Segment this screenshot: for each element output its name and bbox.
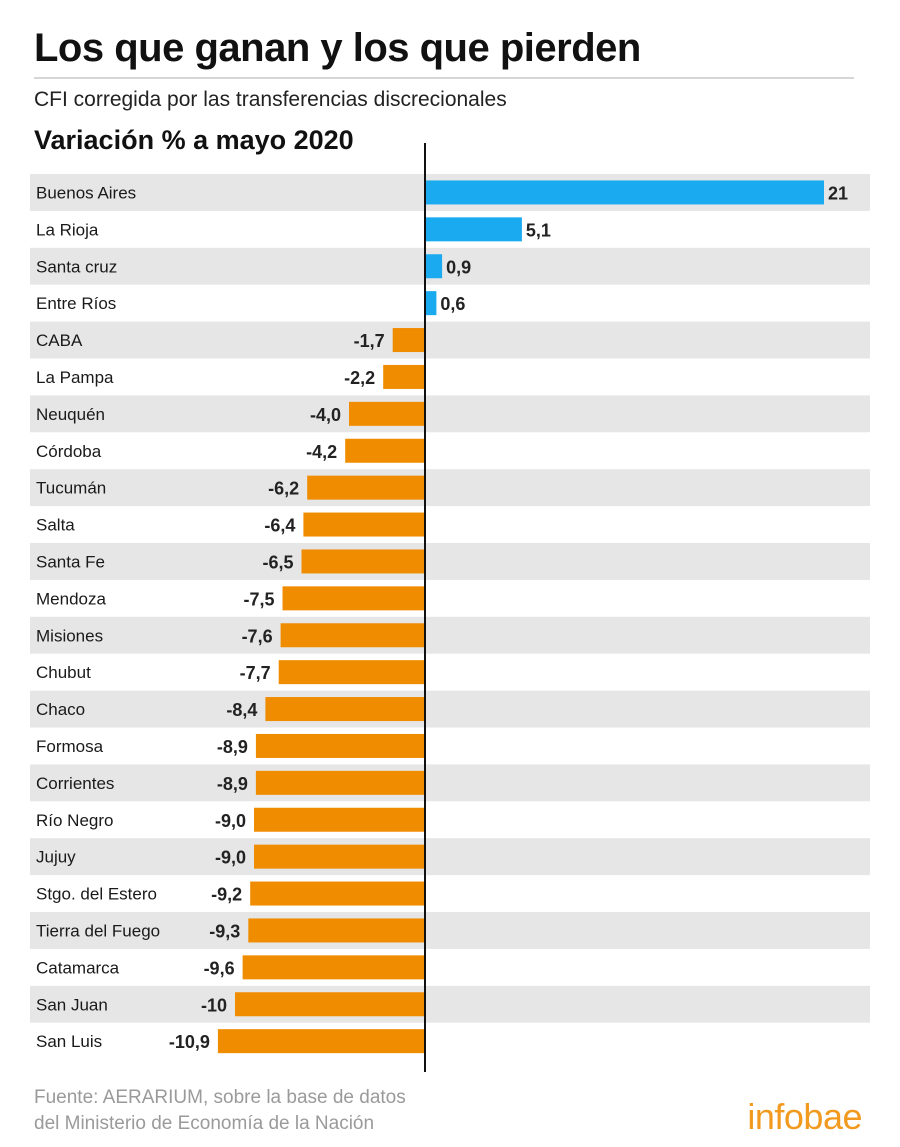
bar — [242, 955, 425, 980]
category-label: La Rioja — [36, 220, 99, 239]
row-stripe — [30, 247, 870, 285]
value-label: -7,7 — [240, 663, 271, 683]
value-label: -8,4 — [226, 700, 257, 720]
bar — [250, 881, 425, 906]
bar — [425, 291, 437, 316]
bar — [425, 180, 824, 205]
bars — [217, 180, 824, 1054]
variable-title: Variación % a mayo 2020 — [34, 125, 354, 155]
bar — [254, 807, 425, 832]
bar — [255, 770, 425, 795]
value-labels: 21 5,1 0,9 0,6 -1,7 -2,2-4,0 -4,2 -6,2 -6,4 -6,5 -… — [169, 183, 848, 1052]
category-label: Corrientes — [36, 774, 114, 793]
value-label: 0,6 — [440, 294, 465, 314]
row-stripe — [30, 690, 870, 728]
row-stripe — [30, 985, 870, 1023]
row-stripe — [30, 543, 870, 580]
value-label: -7,5 — [243, 589, 274, 609]
bar — [282, 586, 425, 611]
value-label: -10 — [201, 995, 227, 1015]
category-label: Tierra del Fuego — [36, 921, 160, 940]
category-label: La Pampa — [36, 368, 114, 387]
category-label: Jujuy — [36, 848, 76, 867]
bar — [383, 364, 425, 389]
category-labels: Buenos Aires La Rioja Santa cruz Entre Ríos… — [36, 183, 160, 1051]
value-label: -4,0 — [310, 405, 341, 425]
category-label: Chubut — [36, 663, 91, 682]
category-label: Neuquén — [36, 405, 105, 424]
bar — [392, 328, 425, 353]
value-label: -2,2 — [344, 368, 375, 388]
category-label: Santa cruz — [36, 257, 117, 276]
row-stripe — [30, 469, 870, 507]
category-label: San Juan — [36, 995, 108, 1014]
bar — [254, 844, 425, 869]
row-stripe — [30, 764, 870, 802]
chart-title: Los que ganan y los que pierden — [34, 26, 641, 70]
row-stripe — [30, 321, 870, 359]
row-stripe — [30, 616, 870, 654]
category-label: Córdoba — [36, 442, 102, 461]
bar — [255, 733, 425, 758]
chart-subtitle: CFI corregida por las transferencias dis… — [34, 88, 507, 111]
row-stripe — [30, 395, 870, 433]
bar — [280, 623, 425, 648]
category-label: Stgo. del Estero — [36, 885, 157, 904]
category-label: San Luis — [36, 1032, 102, 1051]
value-label: -7,6 — [242, 626, 273, 646]
row-stripe — [30, 838, 870, 876]
row-stripe — [30, 912, 870, 949]
category-label: Santa Fe — [36, 552, 105, 571]
value-label: 5,1 — [526, 220, 551, 240]
value-label: -10,9 — [169, 1032, 210, 1052]
value-label: -6,5 — [262, 552, 293, 572]
bar — [349, 401, 425, 426]
category-label: Misiones — [36, 626, 103, 645]
value-label: -4,2 — [306, 442, 337, 462]
brand-logo: infobae — [747, 1096, 862, 1137]
bar — [278, 660, 425, 685]
value-label: -9,3 — [209, 921, 240, 941]
value-label: -9,2 — [211, 885, 242, 905]
category-label: CABA — [36, 331, 83, 350]
category-label: Formosa — [36, 737, 104, 756]
value-label: -6,4 — [264, 516, 295, 536]
value-label: -8,9 — [217, 774, 248, 794]
value-label: 0,9 — [446, 257, 471, 277]
category-label: Catamarca — [36, 958, 120, 977]
value-label: -8,9 — [217, 737, 248, 757]
category-label: Tucumán — [36, 479, 106, 498]
bar — [425, 254, 443, 279]
title-divider — [34, 77, 854, 79]
category-label: Mendoza — [36, 589, 106, 608]
bar — [425, 217, 522, 242]
bar — [307, 475, 425, 500]
category-label: Buenos Aires — [36, 183, 136, 202]
source-line-1: Fuente: AERARIUM, sobre la base de datos — [34, 1087, 406, 1108]
value-label: 21 — [828, 183, 848, 203]
value-label: -9,0 — [215, 848, 246, 868]
bar — [303, 512, 425, 537]
category-label: Chaco — [36, 700, 85, 719]
source-line-2: del Ministerio de Economía de la Nación — [34, 1113, 375, 1134]
bar — [265, 697, 425, 722]
bar — [217, 1029, 425, 1054]
category-label: Entre Ríos — [36, 294, 116, 313]
value-label: -1,7 — [354, 331, 385, 351]
category-label: Salta — [36, 516, 75, 535]
bar — [345, 438, 425, 463]
bar — [235, 992, 425, 1017]
bar — [301, 549, 425, 574]
value-label: -9,6 — [204, 958, 235, 978]
bar — [248, 918, 425, 943]
source-note: Fuente: AERARIUM, sobre la base de datos… — [34, 1085, 554, 1137]
row-stripes — [30, 174, 870, 1023]
value-label: -9,0 — [215, 811, 246, 831]
category-label: Río Negro — [36, 811, 113, 830]
value-label: -6,2 — [268, 479, 299, 499]
